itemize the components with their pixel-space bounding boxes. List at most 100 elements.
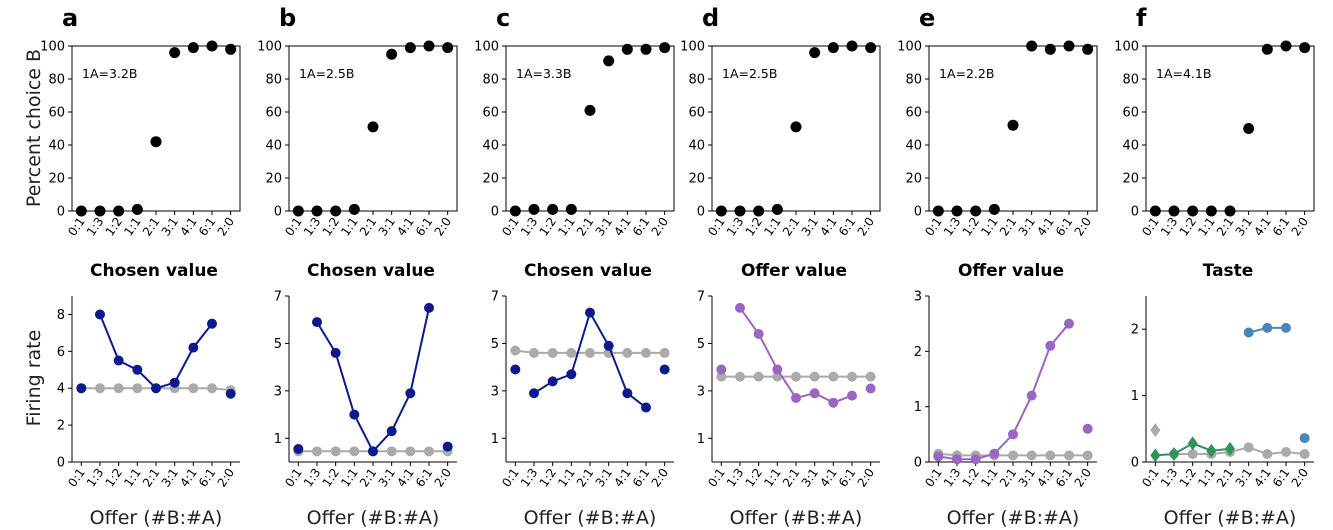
y-tick-label: 80 (688, 73, 705, 88)
data-point (367, 121, 379, 133)
x-tick-label: 3:1 (1233, 466, 1256, 490)
x-tick-label: 4:1 (611, 466, 634, 490)
x-tick-label: 0:1 (1139, 466, 1162, 490)
x-tick-label: 6:1 (196, 466, 219, 490)
x-tick-label: 1:2 (960, 215, 983, 239)
x-tick-label: 1:3 (518, 466, 541, 490)
x-tick-label: 2:0 (1072, 466, 1095, 490)
x-tick-label: 2:1 (140, 466, 163, 490)
y-tick-label: 40 (688, 139, 705, 154)
data-point (76, 383, 87, 394)
x-tick-label: 1:1 (338, 215, 361, 239)
data-point (621, 43, 633, 55)
y-tick-label: 80 (48, 73, 65, 88)
data-point (330, 205, 342, 217)
panel-title: Chosen value (90, 261, 218, 281)
x-tick-label: 0:1 (65, 215, 88, 239)
data-point (206, 40, 218, 52)
data-point (132, 364, 143, 375)
data-point (565, 203, 577, 215)
y-tick-label: 0 (1131, 456, 1139, 471)
y-tick-label: 0 (697, 205, 705, 220)
y-tick-label: 5 (697, 337, 705, 352)
data-point (1064, 450, 1074, 461)
data-point (847, 371, 857, 382)
data-point (292, 205, 304, 217)
data-point-diamond (1169, 447, 1179, 462)
x-tick-label: 1:3 (1158, 466, 1181, 490)
data-point (1243, 327, 1254, 338)
data-point (424, 446, 434, 457)
x-tick-label: 2:0 (215, 215, 238, 239)
data-point (386, 48, 398, 60)
data-point-diamond (1150, 423, 1161, 438)
data-point (349, 446, 360, 457)
data-point (970, 454, 981, 465)
data-point (1008, 450, 1018, 461)
data-point (933, 451, 944, 462)
y-tick-label: 100 (474, 40, 499, 55)
series-0 (932, 40, 1094, 217)
data-point (348, 203, 360, 215)
y-tick-label: 20 (265, 172, 282, 187)
data-point (1008, 429, 1018, 440)
data-point (932, 205, 944, 217)
data-point (169, 47, 181, 59)
x-tick-label: 2:1 (780, 215, 803, 239)
panel-letter: c (496, 4, 510, 32)
x-tick-label: 1:1 (555, 215, 578, 239)
data-point (405, 446, 416, 457)
data-point (1063, 40, 1075, 52)
y-tick-label: 0 (57, 205, 65, 220)
x-tick-label: 4:1 (611, 215, 634, 239)
exchange-rate-label: 1A=3.3B (516, 66, 571, 81)
data-point (113, 383, 124, 394)
data-point (640, 43, 652, 55)
x-tick-label: 2:1 (1214, 466, 1237, 490)
x-tick-label: 1:3 (518, 215, 541, 239)
choice-panel-c: 0 20 40 60 80 100 0:11:31:21:12:13:14:16:12:0 c… (474, 4, 675, 239)
rate-panel-a: 0 2 4 6 8 0:11:31:21:12:13:14:16:12:0 Chosen v… (57, 261, 240, 529)
y-tick-label: 40 (905, 139, 922, 154)
exchange-rate-label: 1A=4.1B (1156, 66, 1211, 81)
x-tick-label: 4:1 (817, 215, 840, 239)
data-point (1187, 449, 1198, 460)
y-tick-label: 2 (914, 345, 922, 360)
data-point (188, 383, 199, 394)
data-point (1045, 450, 1056, 461)
x-tick-label: 2:0 (215, 466, 238, 490)
y-tick-label: 1 (697, 432, 705, 447)
x-tick-label: 2:0 (1072, 215, 1095, 239)
data-point (847, 390, 857, 401)
data-point (113, 355, 124, 366)
x-tick-label: 3:1 (799, 466, 822, 490)
data-point (1082, 423, 1093, 434)
x-tick-label: 2:0 (855, 466, 878, 490)
data-point (970, 205, 982, 217)
x-tick-label: 1:2 (743, 215, 766, 239)
data-point (225, 43, 237, 55)
y-tick-label: 8 (57, 308, 65, 323)
x-tick-label: 1:3 (724, 215, 747, 239)
x-tick-label: 3:1 (593, 215, 616, 239)
data-point (293, 443, 304, 454)
data-point (424, 302, 434, 313)
data-point (1044, 43, 1056, 55)
y-tick-label: 80 (265, 73, 282, 88)
x-tick-label: 2:1 (997, 466, 1020, 490)
panel-letter: b (279, 4, 296, 32)
x-tick-label: 4:1 (1034, 215, 1057, 239)
x-tick-label: 2:0 (1289, 466, 1312, 490)
series-1 (293, 302, 453, 457)
series-3 (1243, 322, 1310, 444)
x-tick-label: 2:1 (1214, 215, 1237, 239)
y-tick-label: 5 (491, 337, 499, 352)
data-point-diamond (1225, 441, 1235, 456)
y-tick-label: 1 (914, 400, 922, 415)
y-tick-label: 0 (914, 456, 922, 471)
data-point (94, 205, 106, 217)
x-tick-label: 6:1 (630, 215, 653, 239)
data-point (603, 340, 614, 351)
y-tick-label: 7 (274, 290, 282, 305)
panels: 0204060801000:11:31:21:12:13:14:16:12:0a… (40, 4, 1315, 529)
